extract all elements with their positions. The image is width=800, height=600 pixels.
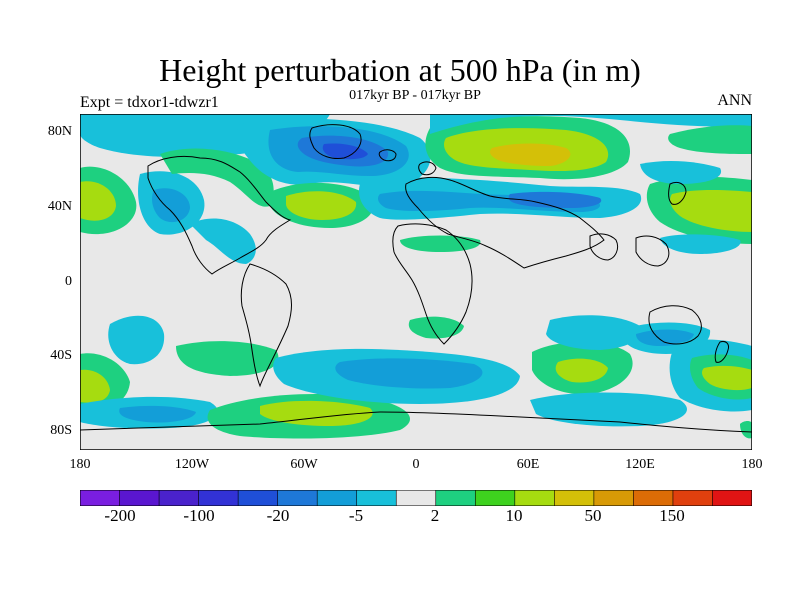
plot-subtitle: 017kyr BP - 017kyr BP: [349, 88, 481, 103]
contour-band: [286, 191, 357, 220]
colorbar-label-minus200: -200: [104, 506, 136, 525]
colorbar-swatch: [593, 490, 635, 506]
lat-label-80s: 80S: [50, 423, 72, 438]
contour-band: [640, 161, 722, 184]
coastline-antarctica: [80, 411, 752, 433]
coastline-layer: [80, 124, 752, 433]
contour-band: [660, 234, 741, 254]
contour-band: [260, 400, 373, 426]
lon-label-60e: 60E: [516, 457, 540, 472]
colorbar-swatch: [514, 490, 556, 506]
contour-band: [490, 143, 571, 166]
colorbar-swatch: [198, 490, 239, 506]
coastline-southeast-asia: [635, 235, 670, 267]
lon-label-120e: 120E: [625, 457, 655, 472]
coastline-australia: [648, 305, 702, 345]
coastline-eurasia: [405, 176, 605, 269]
colorbar-swatch: [158, 490, 200, 506]
lat-label-40n: 40N: [47, 199, 72, 214]
contour-band: [636, 329, 694, 346]
colorbar-label-50: 50: [584, 506, 602, 525]
contour-band: [670, 190, 752, 232]
colorbar-swatch: [237, 490, 279, 506]
lat-label-80n: 80N: [47, 124, 72, 139]
colorbar-swatch: [474, 490, 516, 506]
colorbar-swatch: [435, 490, 477, 506]
coastline-greenland: [309, 124, 362, 159]
colorbar-swatch: [277, 490, 318, 506]
colorbar-swatch: [316, 490, 358, 506]
coastline-iceland: [378, 149, 397, 162]
colorbar-swatch: [633, 490, 674, 506]
contour-band: [152, 188, 190, 223]
colorbar-swatch: [395, 490, 437, 506]
contour-band: [176, 341, 279, 376]
lat-label-40s: 40S: [50, 348, 72, 363]
contour-band: [668, 125, 752, 154]
coastline-britain: [418, 161, 437, 176]
lon-label-0: 0: [412, 457, 420, 472]
coastline-japan: [668, 181, 687, 205]
contour-band: [80, 369, 110, 403]
contour-band: [555, 358, 608, 383]
experiment-label: Expt = tdxor1-tdwzr1: [80, 94, 219, 111]
plot-title: Height perturbation at 500 hPa (in m): [159, 52, 641, 88]
colorbar-swatch: [672, 490, 714, 506]
contour-band: [408, 316, 464, 339]
colorbar-label-2: 2: [430, 506, 440, 525]
contour-band: [546, 315, 642, 350]
contour-band: [702, 365, 752, 391]
colorbar-label-minus5: -5: [348, 506, 364, 525]
lon-label-120w: 120W: [174, 457, 210, 472]
colorbar-swatch: [80, 490, 121, 506]
contour-band: [400, 235, 481, 252]
contour-band: [160, 148, 274, 207]
contour-band: [108, 315, 165, 365]
lat-label-eq: 0: [65, 274, 72, 289]
colorbar-label-minus20: -20: [266, 506, 290, 525]
coastline-india: [589, 233, 619, 261]
lon-label-180e: 180: [741, 457, 763, 472]
colorbar: [80, 490, 752, 506]
contour-band: [119, 405, 196, 423]
colorbar-swatch: [712, 490, 752, 506]
coastline-new-zealand: [714, 341, 729, 363]
colorbar-label-minus100: -100: [183, 506, 215, 525]
colorbar-label-10: 10: [505, 506, 523, 525]
contour-band: [740, 421, 752, 439]
colorbar-swatch: [356, 490, 398, 506]
contour-band: [430, 114, 752, 134]
lon-label-180w: 180: [69, 457, 91, 472]
map-panel: [80, 114, 752, 450]
colorbar-swatch: [119, 490, 160, 506]
contour-band: [322, 143, 368, 160]
contour-band: [190, 218, 256, 264]
colorbar-swatch: [554, 490, 595, 506]
colorbar-label-150: 150: [659, 506, 685, 525]
season-label: ANN: [717, 92, 752, 109]
coastline-africa: [392, 223, 473, 345]
contour-fill-layer: [80, 114, 752, 450]
contour-band: [335, 358, 483, 389]
coastline-north-america: [147, 155, 292, 275]
contour-band: [80, 181, 116, 221]
lon-label-60w: 60W: [290, 457, 318, 472]
contour-band: [508, 191, 602, 208]
contour-band: [530, 392, 687, 427]
coastline-south-america: [240, 263, 292, 388]
